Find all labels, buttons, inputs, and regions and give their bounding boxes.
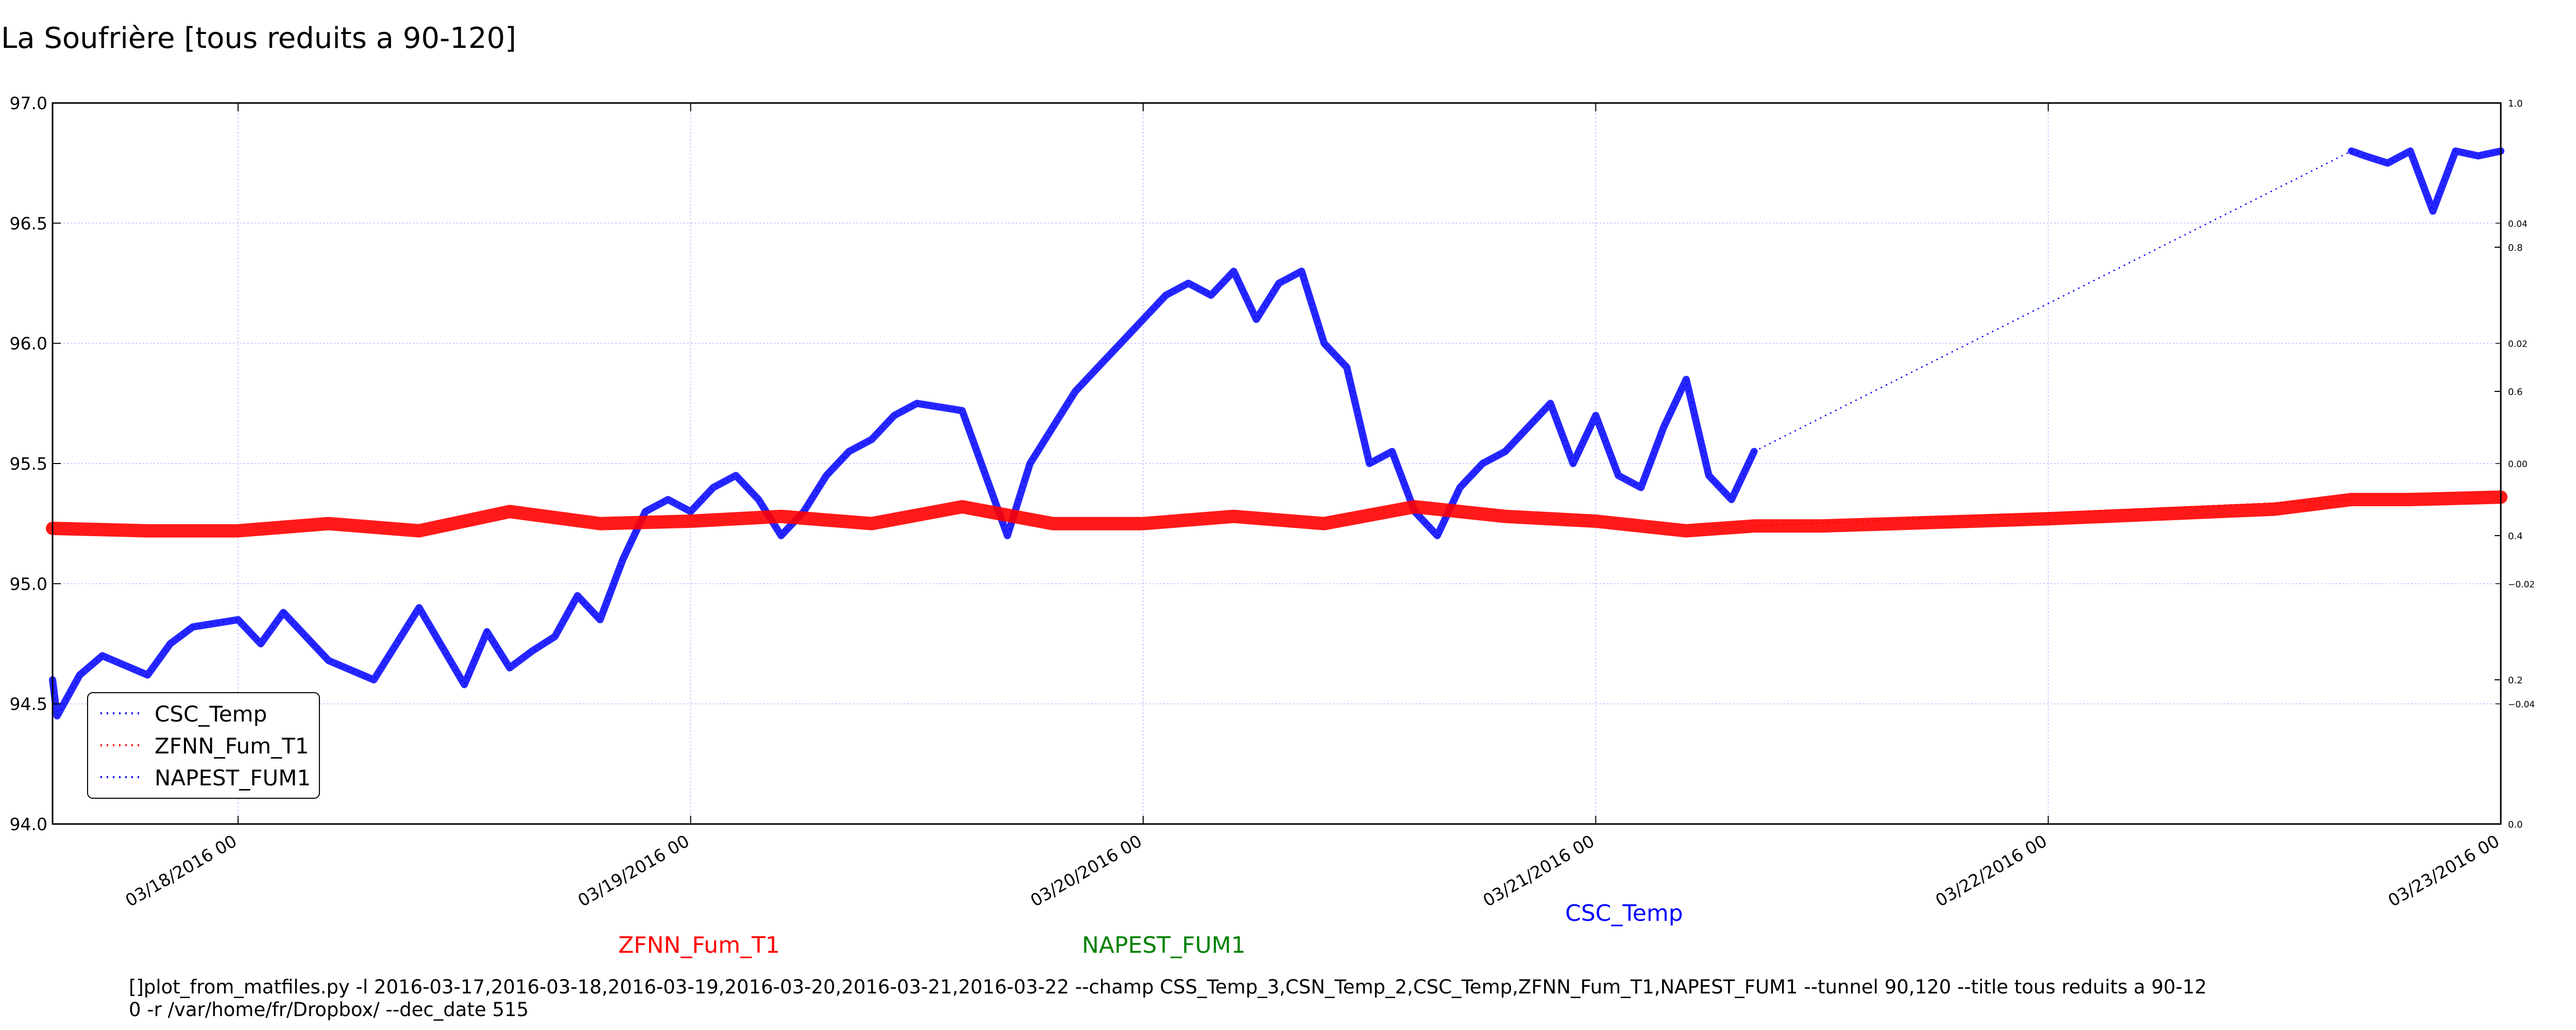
x-tick-label: 03/18/2016 00 bbox=[122, 831, 240, 911]
series-zfnn-fum-t1 bbox=[46, 490, 2507, 538]
right-axis-label: 0.8 bbox=[2508, 243, 2523, 253]
command-line: []plot_from_matfiles.py -l 2016-03-17,20… bbox=[129, 976, 2207, 1021]
right-axis-label-secondary: −0.02 bbox=[2508, 579, 2535, 590]
x-tick-label: 03/23/2016 00 bbox=[2384, 831, 2503, 911]
right-axis-label: 0.4 bbox=[2508, 531, 2523, 542]
y-tick-label: 95.0 bbox=[10, 574, 47, 594]
series-csc-temp-gap bbox=[1754, 150, 2352, 452]
y-tick-label: 97.0 bbox=[10, 93, 47, 113]
x-tick-label: 03/22/2016 00 bbox=[1932, 831, 2050, 911]
x-tick-label: 03/19/2016 00 bbox=[574, 831, 693, 911]
x-tick-label: 03/21/2016 00 bbox=[1480, 831, 1598, 911]
y-tick-label: 94.5 bbox=[10, 694, 47, 714]
command-line-2: 0 -r /var/home/fr/Dropbox/ --dec_date 51… bbox=[129, 999, 529, 1021]
right-axis-label: 1.0 bbox=[2508, 98, 2523, 109]
right-axis-label-secondary: 0.04 bbox=[2508, 219, 2528, 229]
right-axis-label: 0.2 bbox=[2508, 675, 2523, 686]
legend-box bbox=[87, 692, 320, 799]
right-axis-label-secondary: 0.02 bbox=[2508, 339, 2528, 350]
series-csc-temp bbox=[49, 147, 2504, 719]
y-tick-label: 96.5 bbox=[10, 213, 47, 233]
y-tick-label: 94.0 bbox=[10, 814, 47, 834]
chart-title: La Soufrière [tous reduits a 90-120] bbox=[1, 22, 517, 55]
right-axis-label: 0.6 bbox=[2508, 387, 2523, 398]
axis-layer: 03/18/2016 00 03/19/2016 00 03/20/2016 00 0… bbox=[10, 93, 2535, 911]
x-tick-label: 03/20/2016 00 bbox=[1027, 831, 1145, 911]
command-line-1: []plot_from_matfiles.py -l 2016-03-17,20… bbox=[129, 976, 2207, 998]
legend: CSC_Temp ZFNN_Fum_T1 NAPEST_FUM1 bbox=[87, 692, 320, 799]
grid-layer bbox=[53, 103, 2501, 824]
bottom-label-napest-fum1: NAPEST_FUM1 bbox=[1082, 932, 1246, 958]
legend-label-csc-temp: CSC_Temp bbox=[155, 701, 267, 727]
y-tick-label: 95.5 bbox=[10, 454, 47, 474]
legend-label-zfnn-fum-t1: ZFNN_Fum_T1 bbox=[155, 733, 309, 759]
right-axis-label: 0.0 bbox=[2508, 819, 2523, 830]
y-tick-label: 96.0 bbox=[10, 334, 47, 354]
series-layer bbox=[46, 147, 2507, 719]
series-csc-temp-spikes bbox=[52, 150, 2501, 718]
right-axis-label-secondary: −0.04 bbox=[2508, 700, 2535, 710]
right-axis-label-secondary: 0.00 bbox=[2508, 459, 2528, 470]
bottom-label-zfnn-fum-t1: ZFNN_Fum_T1 bbox=[618, 932, 780, 958]
bottom-label-csc-temp: CSC_Temp bbox=[1565, 900, 1683, 926]
legend-label-napest-fum1: NAPEST_FUM1 bbox=[155, 765, 311, 791]
